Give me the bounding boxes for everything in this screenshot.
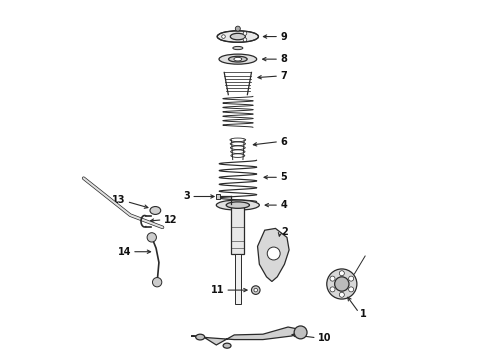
Text: 10: 10 bbox=[318, 333, 331, 343]
Text: 14: 14 bbox=[118, 247, 131, 257]
Text: 5: 5 bbox=[280, 172, 287, 182]
Text: 4: 4 bbox=[280, 200, 287, 210]
Text: 3: 3 bbox=[183, 192, 190, 202]
Ellipse shape bbox=[196, 334, 205, 340]
Polygon shape bbox=[216, 194, 220, 199]
Polygon shape bbox=[258, 228, 289, 282]
Circle shape bbox=[294, 326, 307, 339]
Circle shape bbox=[348, 276, 354, 281]
Circle shape bbox=[251, 286, 260, 294]
Ellipse shape bbox=[216, 200, 259, 210]
Circle shape bbox=[339, 271, 344, 276]
Circle shape bbox=[221, 35, 225, 39]
Circle shape bbox=[152, 278, 162, 287]
Polygon shape bbox=[231, 207, 245, 253]
Circle shape bbox=[327, 269, 357, 299]
Polygon shape bbox=[191, 327, 306, 345]
Text: 12: 12 bbox=[164, 215, 177, 225]
Circle shape bbox=[335, 277, 349, 291]
Circle shape bbox=[339, 292, 344, 297]
Ellipse shape bbox=[230, 33, 245, 40]
Text: 2: 2 bbox=[281, 227, 288, 237]
Ellipse shape bbox=[233, 46, 243, 50]
Circle shape bbox=[243, 38, 247, 41]
Text: 8: 8 bbox=[280, 54, 287, 64]
Ellipse shape bbox=[219, 54, 257, 64]
Ellipse shape bbox=[226, 202, 249, 208]
Circle shape bbox=[254, 288, 258, 292]
Text: 7: 7 bbox=[280, 71, 287, 81]
Ellipse shape bbox=[228, 56, 247, 62]
Circle shape bbox=[147, 233, 156, 242]
Text: 11: 11 bbox=[211, 285, 224, 295]
Circle shape bbox=[330, 287, 335, 292]
Circle shape bbox=[330, 276, 335, 281]
Text: 1: 1 bbox=[360, 310, 367, 319]
Text: 9: 9 bbox=[280, 32, 287, 41]
Circle shape bbox=[348, 287, 354, 292]
Circle shape bbox=[267, 247, 280, 260]
Circle shape bbox=[243, 32, 247, 35]
Ellipse shape bbox=[223, 343, 231, 348]
Ellipse shape bbox=[234, 57, 242, 61]
Circle shape bbox=[235, 26, 240, 31]
Text: 13: 13 bbox=[112, 195, 125, 206]
Ellipse shape bbox=[150, 207, 161, 215]
Polygon shape bbox=[235, 253, 241, 304]
Ellipse shape bbox=[217, 31, 258, 42]
Text: 6: 6 bbox=[280, 137, 287, 147]
